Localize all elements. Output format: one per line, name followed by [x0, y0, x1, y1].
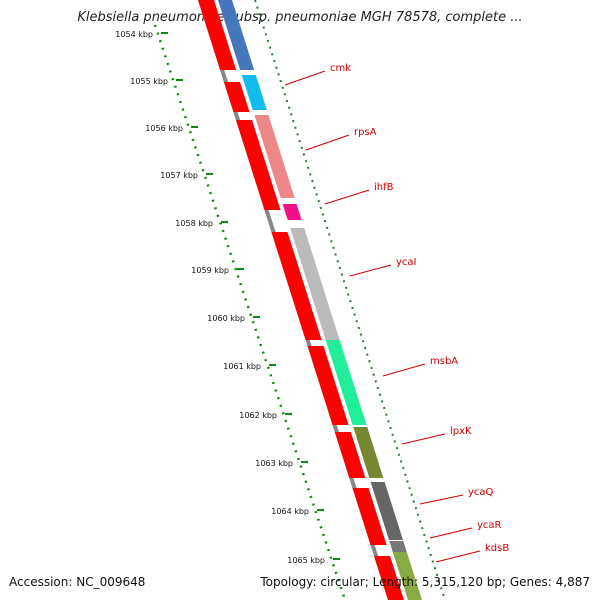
- gene-segment[interactable]: [218, 0, 255, 70]
- ruler-tick-label: 1061 kbp: [223, 362, 261, 371]
- orf-arrow[interactable]: [223, 82, 250, 112]
- ruler-tick-label: 1059 kbp: [191, 266, 229, 275]
- gene-leader-line: [349, 264, 392, 277]
- gene-leader-line: [429, 527, 473, 539]
- gene-leader-line: [284, 70, 326, 86]
- genome-summary-text: Topology: circular; Length: 5,315,120 bp…: [260, 575, 590, 589]
- gene-leader-line: [435, 550, 481, 563]
- orf-arrow[interactable]: [236, 120, 281, 210]
- gene-label: ycaR: [477, 520, 502, 531]
- gene-label: cmk: [330, 63, 351, 74]
- gene-segment[interactable]: [282, 204, 302, 220]
- gene-label: rpsA: [354, 127, 377, 138]
- orf-arrow[interactable]: [271, 232, 322, 340]
- gene-label: ihfB: [374, 182, 394, 193]
- gene-label: kdsB: [485, 543, 509, 554]
- gene-label: ycaQ: [468, 487, 494, 498]
- ruler-tick-label: 1055 kbp: [130, 77, 168, 86]
- gene-leader-line: [382, 363, 426, 377]
- ruler-tick-label: 1063 kbp: [255, 459, 293, 468]
- gene-segment[interactable]: [370, 482, 403, 540]
- ruler-tick-label: 1060 kbp: [207, 314, 245, 323]
- gene-leader-line: [419, 494, 464, 505]
- gene-leader-line: [305, 134, 350, 151]
- gene-segment[interactable]: [389, 541, 407, 552]
- orf-arrow[interactable]: [198, 0, 237, 70]
- gene-label: msbA: [430, 356, 458, 367]
- ruler-tick-label: 1065 kbp: [287, 556, 325, 565]
- ruler-tick-label: 1058 kbp: [175, 219, 213, 228]
- ruler-dotted-line: [153, 24, 347, 600]
- gene-segment[interactable]: [241, 75, 267, 110]
- ruler-tick-label: 1054 kbp: [115, 30, 153, 39]
- orf-arrow[interactable]: [307, 346, 349, 425]
- ruler-tick-label: 1064 kbp: [271, 507, 309, 516]
- gene-label: ycaI: [396, 257, 417, 268]
- gene-segment[interactable]: [254, 115, 295, 198]
- orf-arrow[interactable]: [334, 432, 366, 478]
- gene-segment[interactable]: [290, 228, 340, 340]
- gene-segment[interactable]: [325, 340, 367, 425]
- accession-text: Accession: NC_009648: [9, 575, 146, 589]
- orf-arrow[interactable]: [352, 488, 387, 545]
- orf-arrow[interactable]: [374, 556, 404, 600]
- ruler-tick-label: 1057 kbp: [160, 171, 198, 180]
- ruler-tick-label: 1062 kbp: [239, 411, 277, 420]
- gene-leader-line: [324, 189, 370, 205]
- gene-segment[interactable]: [392, 552, 422, 600]
- ruler-tick-label: 1056 kbp: [145, 124, 183, 133]
- gene-leader-line: [401, 433, 446, 445]
- gene-segment[interactable]: [353, 427, 384, 478]
- map-title: Klebsiella pneumoniae subsp. pneumoniae …: [77, 10, 523, 25]
- gene-label: lpxK: [450, 426, 472, 437]
